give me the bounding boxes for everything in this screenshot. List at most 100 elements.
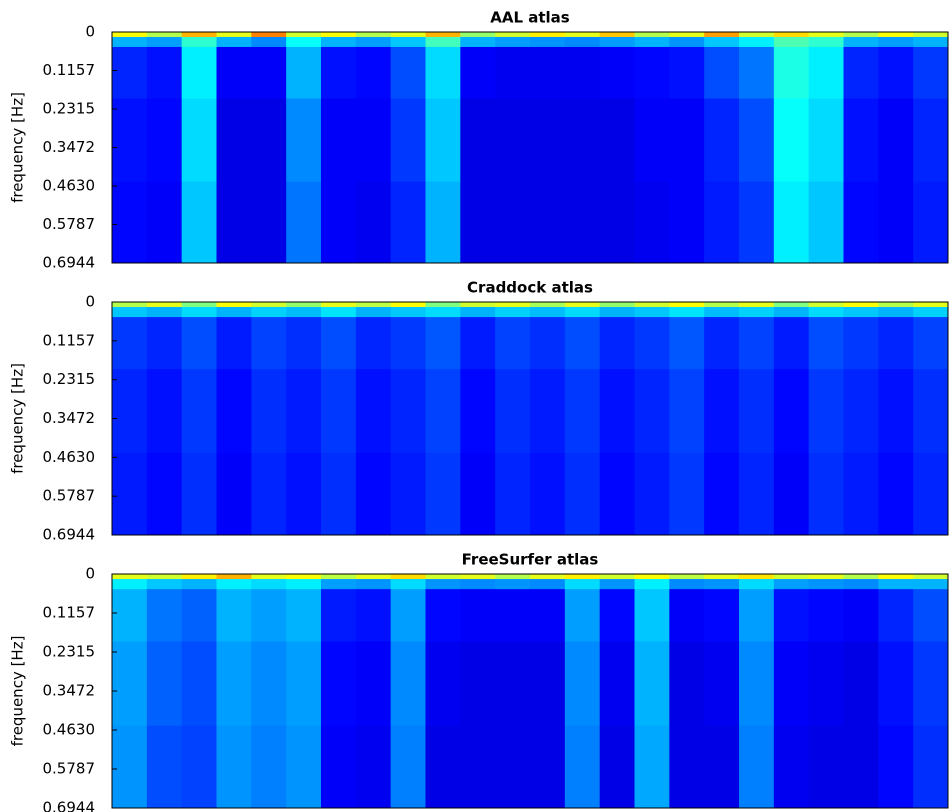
heatmap-cell	[704, 317, 740, 370]
heatmap-cell	[460, 307, 496, 318]
heatmap-cell	[843, 32, 879, 38]
heatmap-cell	[390, 46, 426, 100]
heatmap-cell	[321, 181, 357, 264]
heatmap-cell	[112, 46, 148, 100]
heatmap-cell	[216, 589, 252, 642]
heatmap-cell	[216, 641, 252, 727]
heatmap-cell	[355, 98, 392, 183]
heatmap-cell	[564, 641, 601, 727]
heatmap-cell	[773, 181, 810, 264]
heatmap-cell	[390, 641, 426, 727]
heatmap-cell	[669, 574, 705, 580]
heatmap-cell	[599, 307, 635, 318]
heatmap-cell	[808, 641, 844, 727]
heatmap-cell	[460, 589, 496, 642]
heatmap-cell	[773, 574, 810, 580]
heatmap-cell	[146, 589, 183, 642]
heatmap-cell	[355, 369, 392, 454]
heatmap-cell	[355, 589, 392, 642]
heatmap-cell	[460, 46, 496, 100]
heatmap-cell	[216, 317, 252, 370]
heatmap-cell	[216, 452, 252, 536]
heatmap-cell	[425, 302, 461, 308]
y-tick-label: 0.3472	[43, 409, 96, 427]
heatmap-cell	[321, 452, 357, 536]
heatmap-cell	[564, 32, 601, 38]
heatmap-cell	[251, 307, 287, 318]
heatmap-cell	[634, 181, 670, 264]
heatmap-cell	[564, 589, 601, 642]
heatmap-cell	[634, 641, 670, 727]
heatmap-cell	[773, 725, 810, 809]
heatmap-cell	[843, 589, 879, 642]
heatmap-cell	[878, 181, 914, 264]
heatmap-cell	[843, 302, 879, 308]
heatmap-cell	[669, 98, 705, 183]
heatmap-cell	[251, 36, 287, 48]
heatmap-cell	[390, 307, 426, 318]
heatmap-cell	[286, 589, 322, 642]
heatmap-cell	[634, 98, 670, 183]
heatmap-cell	[739, 307, 775, 318]
heatmap-cell	[808, 181, 844, 264]
heatmap-cell	[773, 317, 810, 370]
heatmap-cell	[216, 98, 252, 183]
heatmap-cell	[146, 32, 183, 38]
heatmap-cell	[564, 317, 601, 370]
heatmap-cell	[530, 369, 566, 454]
heatmap-cell	[355, 46, 392, 100]
heatmap-cell	[773, 589, 810, 642]
heatmap-cell	[251, 725, 287, 809]
heatmap-cell	[112, 317, 148, 370]
heatmap-cell	[704, 641, 740, 727]
heatmap-cell	[669, 317, 705, 370]
heatmap-cell	[669, 589, 705, 642]
heatmap-cell	[599, 369, 635, 454]
heatmap-cell	[460, 725, 496, 809]
heatmap-cell	[704, 98, 740, 183]
heatmap-cell	[913, 46, 949, 100]
heatmap-cell	[564, 181, 601, 264]
heatmap-cell	[634, 46, 670, 100]
heatmap-cell	[530, 302, 566, 308]
heatmap-cell	[739, 181, 775, 264]
heatmap-cell	[634, 589, 670, 642]
heatmap-cell	[286, 181, 322, 264]
heatmap-cell	[878, 36, 914, 48]
heatmap-cell	[530, 452, 566, 536]
heatmap-cell	[739, 302, 775, 308]
heatmap-cell	[843, 641, 879, 727]
heatmap-cell	[913, 641, 949, 727]
heatmap-cell	[599, 725, 635, 809]
heatmap-cell	[460, 452, 496, 536]
heatmap-cell	[460, 32, 496, 38]
heatmap-cell	[669, 725, 705, 809]
heatmap-cell	[739, 452, 775, 536]
heatmap-cell	[878, 307, 914, 318]
heatmap-cell	[773, 641, 810, 727]
heatmap-cell	[321, 98, 357, 183]
y-axis-label: frequency [Hz]	[9, 636, 27, 747]
heatmap-cell	[390, 32, 426, 38]
heatmap-cell	[878, 641, 914, 727]
heatmap-cell	[355, 36, 392, 48]
heatmap-cell	[425, 369, 461, 454]
heatmap-cell	[704, 302, 740, 308]
heatmap-cell	[599, 32, 635, 38]
y-tick-label: 0.4630	[43, 177, 96, 195]
heatmap-cell	[460, 579, 496, 590]
heatmap-cell	[634, 302, 670, 308]
heatmap-cell	[878, 725, 914, 809]
heatmap-cell	[216, 579, 252, 590]
heatmap-cell	[913, 181, 949, 264]
heatmap-cell	[634, 36, 670, 48]
heatmap-cell	[599, 98, 635, 183]
y-tick-label: 0.3472	[43, 682, 96, 700]
heatmap-cell	[808, 302, 844, 308]
heatmap-cell	[564, 36, 601, 48]
chart-title: FreeSurfer atlas	[462, 551, 599, 569]
heatmap-cell	[355, 32, 392, 38]
heatmap-cell	[321, 46, 357, 100]
heatmap-cell	[251, 302, 287, 308]
heatmap-cell	[286, 302, 322, 308]
